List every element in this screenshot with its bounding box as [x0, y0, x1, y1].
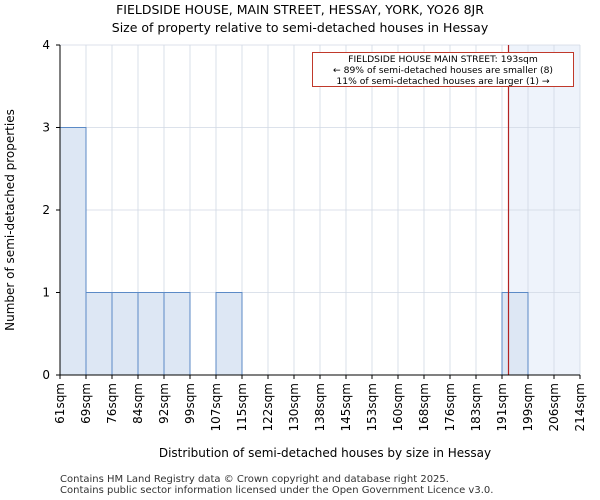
- bar-191sqm: [501, 292, 529, 376]
- footer-copyright: Contains HM Land Registry data © Crown c…: [60, 474, 449, 485]
- chart-subtitle: Size of property relative to semi-detach…: [111, 20, 489, 35]
- x-tick-label: 122sqm: [261, 383, 275, 431]
- x-tick-label: 61sqm: [53, 383, 67, 424]
- x-tick-label: 115sqm: [235, 383, 249, 431]
- bar-107sqm: [215, 292, 243, 376]
- x-tick-label: 130sqm: [287, 383, 301, 431]
- x-axis-label: Distribution of semi-detached houses by …: [159, 446, 491, 460]
- annotation-line-2: ← 89% of semi-detached houses are smalle…: [332, 65, 553, 76]
- x-tick-label: 99sqm: [183, 383, 197, 424]
- y-tick-label: 4: [42, 38, 50, 52]
- x-tick-label: 76sqm: [105, 383, 119, 424]
- x-tick-label: 199sqm: [521, 383, 535, 431]
- x-tick-label: 145sqm: [339, 383, 353, 431]
- bar-69sqm: [85, 292, 113, 376]
- x-tick-label: 168sqm: [417, 383, 431, 431]
- property-annotation-box: FIELDSIDE HOUSE MAIN STREET: 193sqm ← 89…: [312, 52, 574, 87]
- y-tick-label: 1: [42, 286, 50, 300]
- x-tick-label: 153sqm: [365, 383, 379, 431]
- x-tick-label: 107sqm: [209, 383, 223, 431]
- x-tick-label: 160sqm: [391, 383, 405, 431]
- x-tick-label: 138sqm: [313, 383, 327, 431]
- x-tick-label: 191sqm: [495, 383, 509, 431]
- footer-licence: Contains public sector information licen…: [60, 485, 494, 496]
- bar-84sqm: [137, 292, 165, 376]
- y-tick-label: 0: [42, 368, 50, 382]
- x-tick-label: 92sqm: [157, 383, 171, 424]
- chart-title: FIELDSIDE HOUSE, MAIN STREET, HESSAY, YO…: [116, 2, 484, 17]
- x-tick-label: 214sqm: [573, 383, 587, 431]
- y-tick-label: 3: [42, 121, 50, 135]
- x-tick-label: 183sqm: [469, 383, 483, 431]
- x-tick-label: 176sqm: [443, 383, 457, 431]
- x-tick-label: 69sqm: [79, 383, 93, 424]
- bar-92sqm: [163, 292, 191, 376]
- annotation-line-1: FIELDSIDE HOUSE MAIN STREET: 193sqm: [348, 54, 538, 65]
- x-tick-label: 206sqm: [547, 383, 561, 431]
- x-tick-label: 84sqm: [131, 383, 145, 424]
- y-axis-label: Number of semi-detached properties: [3, 109, 17, 331]
- bar-76sqm: [111, 292, 139, 376]
- annotation-line-3: 11% of semi-detached houses are larger (…: [336, 76, 550, 87]
- bar-61sqm: [59, 127, 87, 376]
- y-tick-label: 2: [42, 203, 50, 217]
